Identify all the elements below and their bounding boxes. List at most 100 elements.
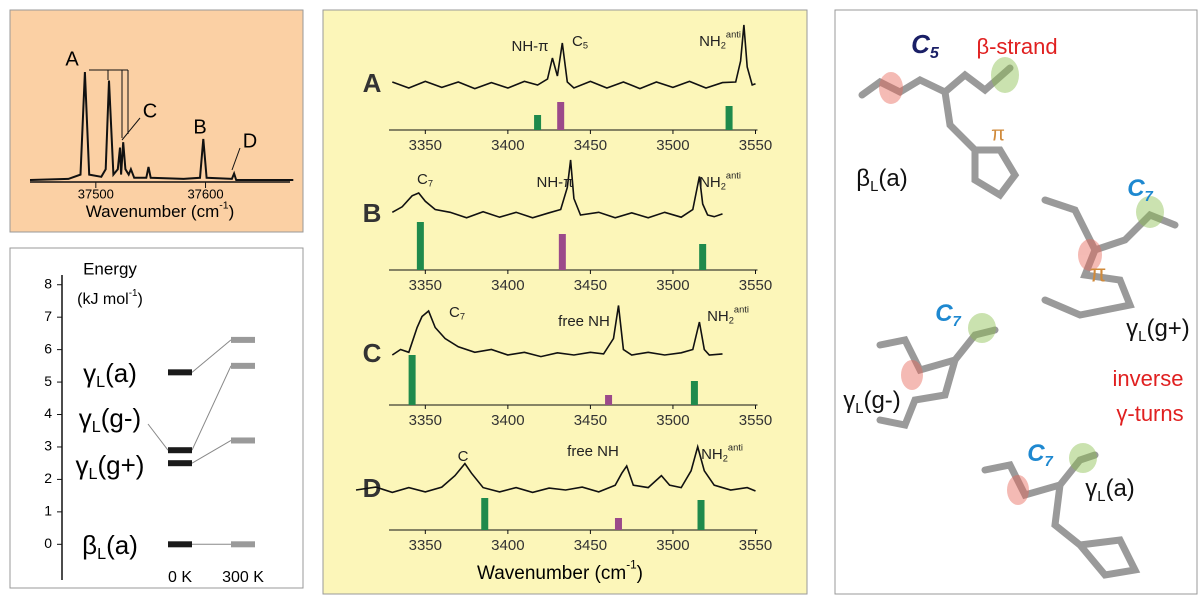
text-part: 2 xyxy=(721,41,726,51)
text-part: β xyxy=(82,530,97,560)
calc-stick xyxy=(417,222,424,270)
level-label: γL(g+) xyxy=(76,450,145,483)
structure-label: βL(a) xyxy=(856,165,907,195)
text-part: NH-π xyxy=(536,174,573,191)
x-tick-label: 3550 xyxy=(739,537,772,554)
text-part: 2 xyxy=(721,182,726,192)
text-part: NH xyxy=(707,308,729,325)
structure-label: γL(g+) xyxy=(1126,315,1190,345)
peak-label: A xyxy=(65,48,79,70)
text-part: (a) xyxy=(1105,475,1134,502)
highlight xyxy=(991,57,1019,93)
text-part: (g+) xyxy=(98,450,145,480)
text-part: L xyxy=(870,179,878,195)
x-tick-label: 3450 xyxy=(574,137,607,154)
text-part: (a) xyxy=(106,530,138,560)
highlight xyxy=(879,72,903,104)
peak-annotation: NH-π xyxy=(536,174,573,191)
text-part: (g-) xyxy=(101,403,141,433)
text-part: C xyxy=(572,33,583,50)
text-part: L xyxy=(855,401,863,417)
text-part: γ xyxy=(76,450,89,480)
text-part: anti xyxy=(726,171,741,181)
text-part: L xyxy=(96,373,105,391)
x-tick-label: 3500 xyxy=(656,137,689,154)
x-tick-label: 3400 xyxy=(491,412,524,429)
text-part: NH xyxy=(699,174,721,191)
text-part: 7 xyxy=(460,312,465,322)
text-part: free NH xyxy=(567,443,619,460)
x-tick-label: 3500 xyxy=(656,537,689,554)
peak-annotation: free NH xyxy=(558,313,610,330)
text-part: 7 xyxy=(953,314,962,330)
text-part: (a) xyxy=(878,165,907,192)
text-part: β xyxy=(856,165,870,192)
energy-level xyxy=(168,447,192,453)
text-part: γ xyxy=(1085,475,1097,502)
text-part: C xyxy=(458,448,469,465)
calc-stick xyxy=(559,234,566,270)
text-part: L xyxy=(1138,329,1146,345)
structure-label: inverse xyxy=(1113,366,1184,391)
x-tick-label: 3500 xyxy=(656,277,689,294)
text-part: anti xyxy=(726,30,741,40)
text-part: (g+) xyxy=(1146,315,1189,342)
calc-stick xyxy=(481,498,488,530)
x-tick-label: 3400 xyxy=(491,137,524,154)
text-part: L xyxy=(97,545,106,563)
ir-panel xyxy=(323,10,807,594)
energy-level xyxy=(168,541,192,547)
x-tick-label: 3550 xyxy=(739,412,772,429)
text-part: C xyxy=(449,304,460,321)
calc-stick xyxy=(605,395,612,405)
text-part: anti xyxy=(728,443,743,453)
y-tick-label: 7 xyxy=(44,308,52,324)
y-tick-label: 2 xyxy=(44,470,52,486)
x-tick-label: 3350 xyxy=(409,137,442,154)
text-part: (kJ mol xyxy=(77,291,129,308)
y-tick-label: 3 xyxy=(44,438,52,454)
peak-annotation: NH-π xyxy=(511,38,548,55)
level-label: βL(a) xyxy=(82,530,138,563)
x-tick-label: 3350 xyxy=(409,412,442,429)
calc-stick xyxy=(409,355,416,405)
text-part: γ xyxy=(1126,315,1138,342)
panel-label: B xyxy=(363,198,382,228)
energy-level xyxy=(231,437,255,443)
x-tick-label: 3400 xyxy=(491,537,524,554)
text-part: 7 xyxy=(1145,189,1154,205)
x-tick-label: 3550 xyxy=(739,277,772,294)
text-part: NH-π xyxy=(511,38,548,55)
peak-label: C xyxy=(143,100,157,122)
highlight xyxy=(1007,475,1029,505)
x-axis-label: Wavenumber (cm-1) xyxy=(86,199,235,221)
text-part: (g-) xyxy=(863,387,900,414)
calc-stick xyxy=(699,244,706,270)
text-part: -1 xyxy=(626,559,636,572)
text-part: ) xyxy=(229,202,235,221)
text-part: C xyxy=(1027,440,1045,467)
structure-label: β-strand xyxy=(976,34,1057,59)
y-tick-label: 5 xyxy=(44,373,52,389)
calc-stick xyxy=(534,115,541,130)
structure-label: γL(a) xyxy=(1085,475,1135,505)
text-part: (a) xyxy=(105,358,137,388)
text-part: γ xyxy=(843,387,855,414)
peak-annotation: free NH xyxy=(567,443,619,460)
calc-stick xyxy=(691,381,698,405)
x-tick-label: 3400 xyxy=(491,277,524,294)
highlight xyxy=(1069,443,1097,473)
peak-label: B xyxy=(193,116,206,138)
text-part: C xyxy=(935,300,953,327)
energy-level xyxy=(168,369,192,375)
level-label: γL(g-) xyxy=(79,403,141,436)
x-tick-label: 3500 xyxy=(656,412,689,429)
structure-label: π xyxy=(991,123,1005,145)
panel-label: C xyxy=(363,338,382,368)
structure-label: π xyxy=(1090,260,1107,287)
peak-label: D xyxy=(243,130,257,152)
y-tick-label: 4 xyxy=(44,405,52,421)
text-part: Wavenumber (cm xyxy=(86,202,220,221)
y-tick-label: 0 xyxy=(44,535,52,551)
text-part: 5 xyxy=(583,41,588,51)
